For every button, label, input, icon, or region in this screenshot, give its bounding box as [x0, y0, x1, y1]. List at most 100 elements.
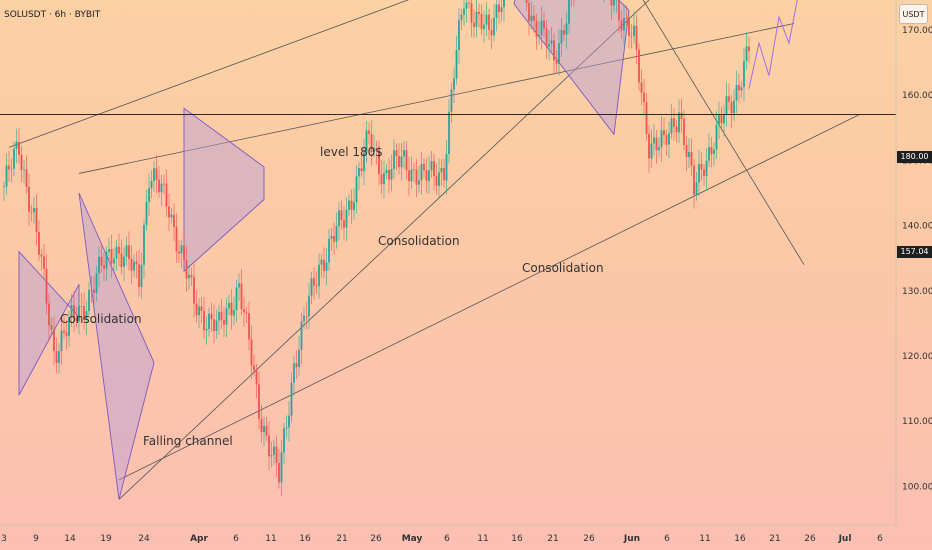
candle-body [558, 43, 560, 65]
candle-body [695, 182, 698, 195]
candle-body [53, 329, 55, 352]
candle-body [730, 101, 733, 114]
candle-body [280, 452, 283, 483]
candle-body [708, 147, 710, 161]
x-tick-label: 21 [769, 534, 780, 544]
candle-body [453, 78, 455, 90]
candle-body [263, 425, 265, 433]
x-axis[interactable]: 3 9 14 19 24 Apr 6 11 16 21 26 May 6 11 16 21 26 Jun 6 11 16… [0, 524, 896, 544]
candle-body [55, 351, 58, 363]
candle-body [145, 201, 148, 225]
x-tick-label: 14 [64, 534, 76, 544]
candle-body [303, 315, 305, 322]
horizontal-levels [0, 113, 896, 116]
candle-body [225, 308, 228, 325]
y-tick-label: 140.00 [902, 222, 932, 232]
candle-body [135, 261, 138, 265]
candle-body [70, 305, 73, 318]
candle-body [300, 321, 303, 350]
candle-body [245, 312, 248, 314]
consolidation-label: Consolidation [522, 261, 604, 275]
x-tick-label: 26 [370, 534, 382, 544]
price-badge-180: 180.00 [897, 151, 932, 163]
candle-body [653, 137, 655, 144]
candle-body [525, 0, 528, 3]
candle-body [648, 133, 650, 159]
candle-body [103, 265, 105, 269]
candle-body [413, 169, 415, 171]
candle-body [673, 118, 675, 127]
candle-body [375, 148, 378, 151]
x-tick-label: 16 [734, 534, 746, 544]
candle-body [400, 156, 403, 168]
candle-body [125, 245, 128, 257]
candle-body [353, 202, 355, 210]
candle-body [210, 313, 213, 320]
candle-body [543, 20, 545, 29]
candle-body [68, 317, 70, 336]
candle-body [48, 303, 50, 326]
candle-body [618, 0, 620, 21]
candle-body [153, 168, 155, 182]
y-tick-label: 130.00 [902, 287, 932, 297]
candle-body [335, 226, 338, 242]
candle-body [350, 200, 353, 210]
candle-body [320, 259, 323, 265]
candle-body [110, 249, 113, 264]
candle-body [203, 310, 205, 331]
candle-body [660, 130, 663, 148]
chart-patterns [18, 0, 630, 500]
level-180-label: level 180$ [320, 145, 383, 159]
candle-body [740, 87, 743, 91]
candle-body [703, 169, 705, 177]
candle-body [323, 259, 325, 271]
candlesticks [3, 0, 750, 497]
candle-body [148, 188, 150, 202]
candle-body [338, 210, 340, 227]
candle-body [25, 169, 28, 187]
currency-unit-button[interactable]: USDT [899, 4, 928, 24]
candle-body [438, 172, 440, 186]
candle-body [345, 209, 348, 228]
trendlines [8, 0, 860, 500]
candle-body [568, 0, 570, 24]
candle-body [538, 35, 540, 37]
candle-body [28, 186, 30, 212]
candle-body [470, 3, 473, 23]
x-tick-label: Apr [190, 534, 208, 544]
candle-body [218, 311, 220, 321]
candle-body [363, 152, 365, 172]
candle-body [355, 176, 358, 203]
candle-body [675, 126, 678, 133]
candle-body [380, 174, 383, 185]
candle-body [283, 428, 285, 453]
x-tick-label: 16 [511, 534, 523, 544]
candle-body [293, 363, 295, 383]
projection-path [748, 0, 798, 89]
candle-body [425, 170, 428, 181]
candle-body [318, 264, 320, 287]
candle-body [15, 141, 18, 149]
candle-body [368, 130, 370, 134]
candle-body [385, 169, 388, 174]
candle-body [228, 302, 230, 309]
candle-body [455, 50, 458, 79]
candle-body [610, 0, 613, 6]
consolidation-label: Consolidation [60, 312, 142, 326]
candle-body [170, 214, 173, 218]
candle-body [450, 89, 453, 112]
candle-body [625, 17, 628, 19]
candle-body [620, 20, 623, 31]
candle-body [310, 278, 313, 296]
candle-body [548, 44, 550, 47]
candle-body [445, 154, 448, 181]
x-tick-label: 19 [100, 534, 112, 544]
y-axis[interactable]: 100.00110.00120.00130.00140.00150.00160.… [895, 0, 932, 525]
candle-body [208, 313, 210, 329]
candle-body [638, 49, 640, 83]
candle-body [18, 141, 20, 155]
candle-body [105, 252, 108, 269]
candle-body [108, 249, 110, 253]
